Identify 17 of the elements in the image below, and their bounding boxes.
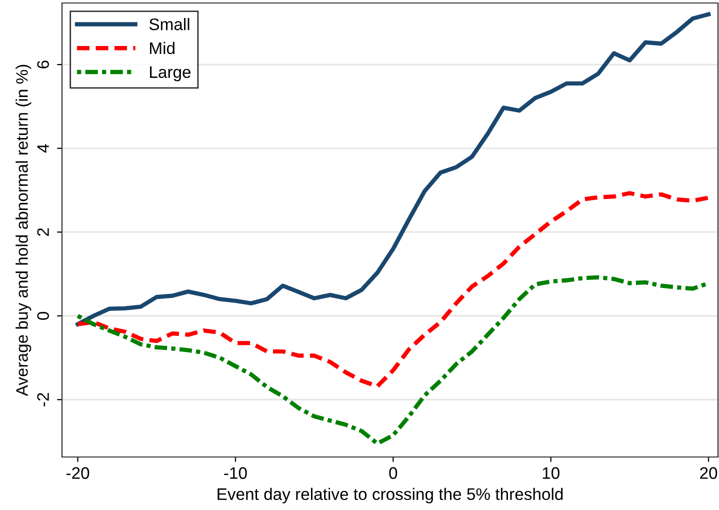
x-tick-label: 0 <box>389 467 398 479</box>
x-tick-label: 10 <box>542 467 560 479</box>
legend-label: Mid <box>150 42 174 54</box>
x-tick-label: -10 <box>224 467 247 479</box>
x-tick-label: 20 <box>700 467 718 479</box>
legend-label: Small <box>149 18 190 30</box>
y-tick-label: 6 <box>37 60 49 68</box>
y-tick-label: 2 <box>37 228 49 236</box>
line-series <box>76 12 711 326</box>
y-axis-title: Average buy and hold abnormal return (in %) <box>16 64 32 396</box>
y-tick-label: 4 <box>37 144 49 153</box>
y-tick-label: 0 <box>37 312 49 320</box>
x-axis-title: Event day relative to crossing the 5% threshold <box>218 488 563 504</box>
legend-label: Large <box>150 66 191 82</box>
y-tick-label: -2 <box>37 393 49 406</box>
line-series <box>76 191 711 388</box>
x-tick-label: -20 <box>66 467 90 479</box>
